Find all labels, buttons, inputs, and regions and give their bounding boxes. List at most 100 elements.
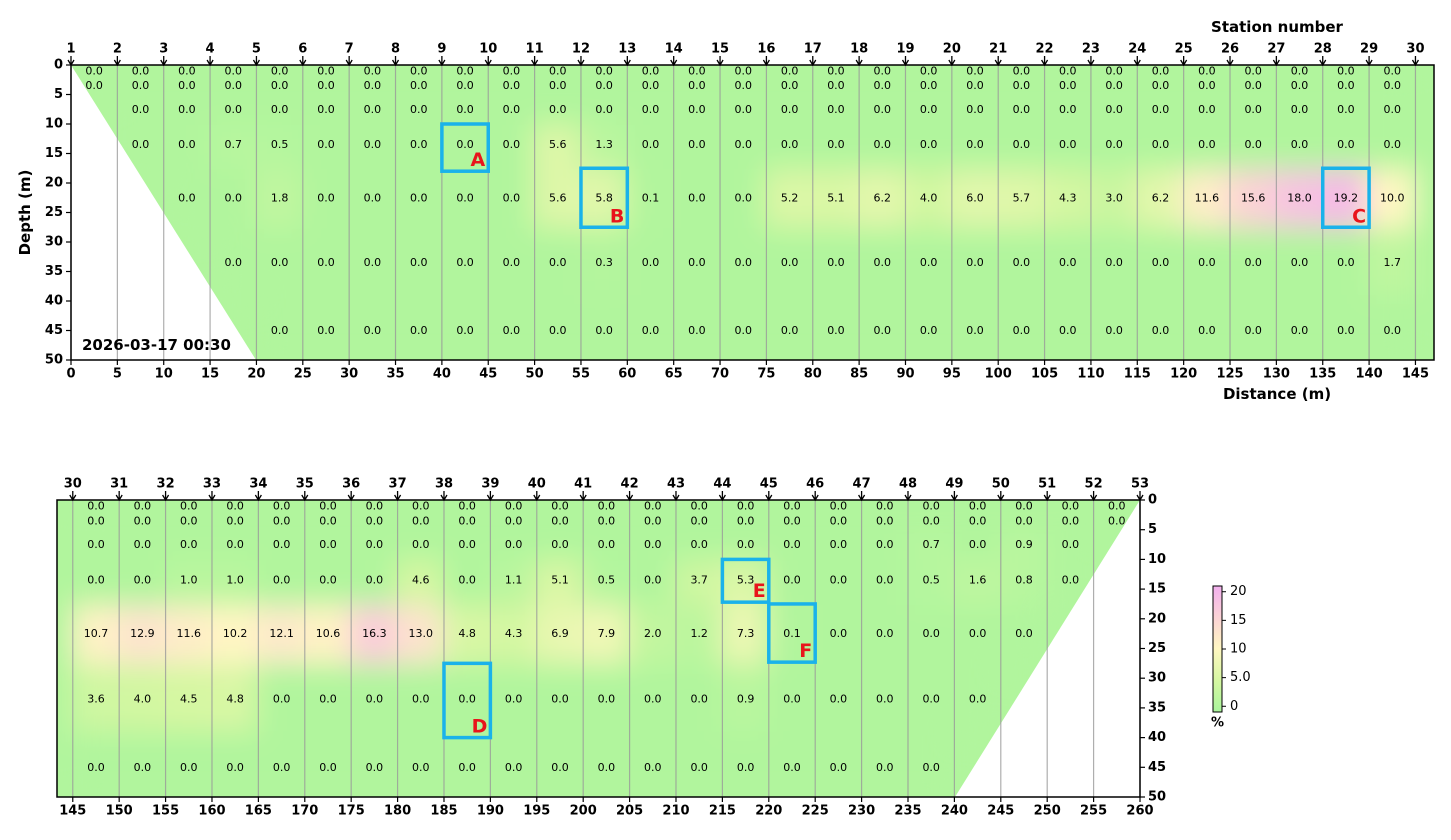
cell: [70, 511, 122, 535]
cell: [718, 228, 769, 299]
station-marker: [1319, 56, 1327, 67]
value-label: 0.0: [178, 64, 196, 77]
cell: [302, 604, 354, 669]
x-tick-label: 155: [152, 804, 179, 819]
value-label: 0.0: [1015, 514, 1033, 527]
station-marker: [484, 56, 492, 67]
cell: [627, 664, 678, 736]
x-tick-label: 70: [711, 367, 729, 382]
highlight-box: [720, 557, 771, 604]
value-label: 15.6: [1241, 191, 1266, 204]
station-label: 30: [1406, 42, 1424, 57]
value-label: 0.0: [644, 761, 662, 774]
cell: [673, 664, 725, 736]
y-tick-label: 20: [1148, 611, 1166, 626]
value-label: 0.0: [734, 64, 752, 77]
station-marker: [1043, 491, 1051, 502]
cell: [256, 664, 307, 736]
value-label: 0.0: [364, 103, 382, 116]
value-label: 0.0: [178, 138, 196, 151]
station-marker: [1226, 56, 1234, 67]
value-label: 0.0: [549, 103, 567, 116]
cell: [256, 530, 307, 565]
value-label: 0.0: [783, 761, 801, 774]
station-marker: [855, 56, 863, 67]
cell: [302, 664, 354, 736]
value-label: 0.0: [595, 324, 613, 337]
value-label: 0.0: [503, 324, 521, 337]
cell: [1320, 124, 1372, 174]
value-label: 0.0: [87, 538, 105, 551]
cell: [209, 560, 261, 609]
value-label: 0.0: [412, 761, 430, 774]
value-label: 0.0: [132, 103, 150, 116]
cell: [534, 560, 586, 609]
value-label: 0.0: [688, 138, 706, 151]
value-label: 0.0: [734, 79, 752, 92]
x-tick-label: 60: [618, 367, 636, 382]
value-label: 0.0: [1291, 79, 1309, 92]
station-marker: [1272, 56, 1280, 67]
cell: [441, 731, 493, 797]
value-label: 0.0: [781, 103, 799, 116]
x-tick-label: 75: [757, 367, 775, 382]
value-label: 0.0: [688, 324, 706, 337]
value-label: 0.0: [598, 761, 616, 774]
value-label: 0.0: [503, 64, 521, 77]
value-label: 0.0: [1062, 514, 1080, 527]
cell: [627, 731, 678, 797]
station-label: 25: [1175, 42, 1193, 57]
value-label: 0.5: [271, 138, 289, 151]
station-label: 42: [621, 477, 639, 492]
value-label: 5.1: [551, 574, 569, 587]
station-label: 30: [64, 477, 82, 492]
cell: [810, 294, 862, 360]
cell: [581, 511, 632, 535]
value-label: 0.0: [549, 79, 567, 92]
x-tick-label: 85: [850, 367, 868, 382]
value-label: 0.0: [874, 79, 892, 92]
x-tick-label: 110: [1077, 367, 1104, 382]
value-label: 5.2: [781, 191, 799, 204]
y-axis-title: Depth (m): [16, 170, 34, 256]
cell: [441, 664, 493, 736]
value-label: 4.5: [180, 692, 198, 705]
station-label: 6: [298, 42, 307, 57]
value-label: 0.0: [922, 692, 940, 705]
cell: [486, 76, 537, 100]
value-label: 0.0: [1013, 79, 1031, 92]
cell: [813, 560, 864, 609]
value-label: 0.0: [1198, 64, 1216, 77]
station-marker: [997, 491, 1005, 502]
station-label: 14: [665, 42, 683, 57]
station-label: 48: [899, 477, 917, 492]
station-marker: [1365, 56, 1373, 67]
value-label: 0.0: [319, 499, 337, 512]
value-label: 0.0: [737, 514, 755, 527]
station-label: 52: [1085, 477, 1103, 492]
x-tick-label: 255: [1080, 804, 1107, 819]
value-label: 0.0: [783, 692, 801, 705]
y-tick-label: 30: [45, 235, 63, 250]
x-tick-label: 25: [294, 367, 312, 382]
value-label: 0.0: [1152, 138, 1170, 151]
value-label: 0.0: [134, 499, 152, 512]
value-label: 0.5: [598, 574, 616, 587]
value-label: 0.0: [503, 79, 521, 92]
station-label: 5: [252, 42, 261, 57]
cell: [949, 228, 1001, 299]
value-label: 6.0: [966, 191, 984, 204]
value-label: 0.0: [271, 256, 289, 269]
cell: [903, 169, 954, 233]
value-label: 0.0: [458, 538, 476, 551]
value-label: 0.0: [1059, 256, 1077, 269]
y-tick-label: 35: [45, 264, 63, 279]
cell: [1274, 228, 1325, 299]
cell: [163, 604, 214, 669]
value-label: 0.0: [734, 138, 752, 151]
value-label: 0.0: [595, 103, 613, 116]
cell: [627, 511, 678, 535]
cell: [532, 228, 583, 299]
cell: [578, 76, 630, 100]
value-label: 0.0: [1244, 103, 1262, 116]
